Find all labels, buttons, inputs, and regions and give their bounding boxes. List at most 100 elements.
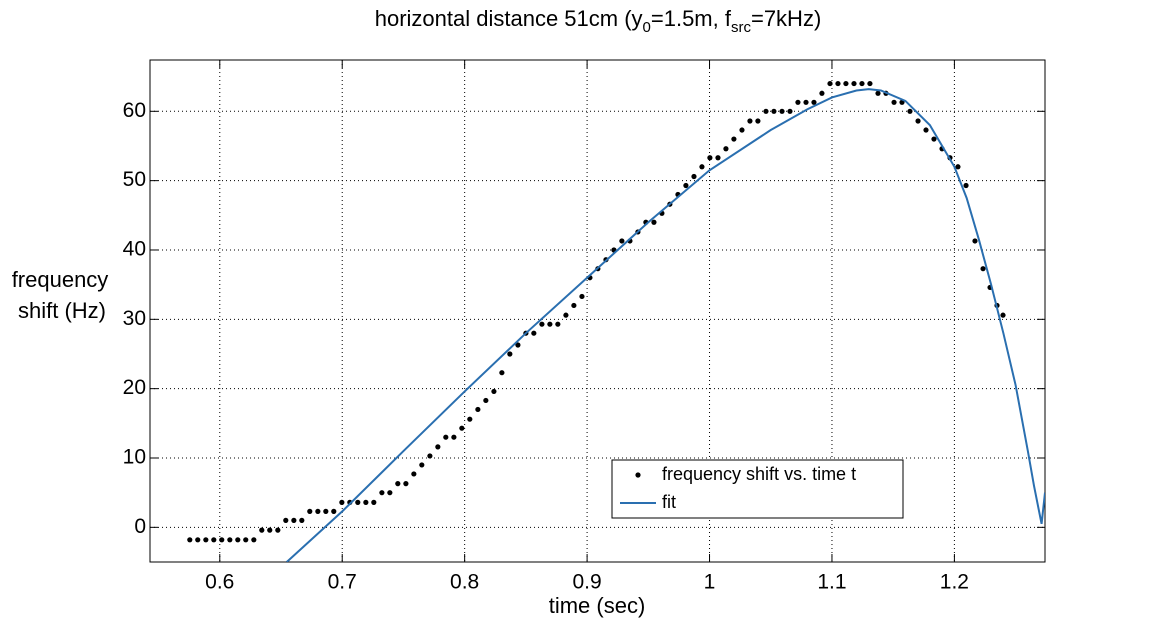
data-point: [955, 164, 961, 170]
data-point: [363, 499, 369, 505]
data-point: [891, 99, 897, 105]
data-point: [411, 471, 417, 477]
data-point: [651, 219, 657, 225]
data-point: [571, 302, 577, 309]
data-point: [787, 108, 793, 114]
legend-box: [611, 459, 904, 519]
data-point: [355, 499, 361, 505]
y-tick-label: 30: [123, 307, 146, 330]
data-point: [323, 508, 329, 514]
data-point: [251, 537, 257, 543]
data-point: [427, 453, 433, 459]
x-tick-label: 0.7: [328, 571, 357, 594]
data-point: [275, 527, 281, 533]
data-point: [219, 537, 225, 543]
data-point: [291, 517, 297, 523]
data-point: [259, 527, 265, 533]
data-point: [395, 481, 401, 487]
data-point: [747, 118, 753, 124]
data-point: [683, 182, 689, 189]
data-point: [715, 155, 721, 161]
data-point: [299, 517, 305, 523]
data-point: [267, 527, 273, 533]
data-point: [419, 462, 425, 468]
data-point: [843, 80, 849, 87]
data-point: [227, 537, 233, 543]
x-tick-label: 0.9: [572, 571, 601, 594]
data-point: [315, 508, 321, 514]
data-point: [771, 108, 777, 114]
data-point: [972, 238, 978, 244]
data-point: [283, 517, 289, 523]
title-part: =1.5m, f: [651, 6, 732, 31]
data-point: [491, 388, 497, 395]
data-point: [187, 537, 193, 543]
data-point: [803, 99, 809, 105]
data-point: [699, 164, 705, 170]
data-point: [563, 312, 569, 318]
data-point: [451, 434, 457, 440]
data-point: [483, 397, 489, 404]
data-point: [875, 90, 881, 96]
data-point: [1000, 312, 1006, 318]
title-part: =7kHz): [751, 6, 821, 31]
legend-swatch: [635, 472, 641, 478]
data-point: [531, 330, 537, 336]
data-point: [547, 321, 553, 327]
y-tick-label: 50: [123, 168, 146, 191]
data-point: [835, 80, 841, 87]
y-tick-label: 10: [123, 446, 146, 469]
data-point: [379, 490, 385, 496]
plot-area: [150, 60, 1045, 562]
data-point: [539, 321, 545, 327]
data-point: [579, 293, 585, 300]
chart-title: horizontal distance 51cm (y0=1.5m, fsrc=…: [375, 6, 822, 36]
data-point: [467, 416, 473, 422]
data-point: [731, 136, 737, 142]
data-point: [779, 108, 785, 114]
data-point: [387, 490, 393, 496]
y-tick-label: 0: [134, 515, 146, 538]
data-point: [739, 127, 745, 133]
data-point: [339, 499, 345, 505]
data-point: [507, 351, 513, 357]
data-point: [867, 80, 873, 87]
data-point: [859, 80, 865, 87]
data-point: [235, 537, 241, 543]
x-tick-label: 0.8: [450, 571, 479, 594]
data-point: [243, 537, 249, 543]
data-point: [555, 321, 561, 327]
title-subscript: 0: [643, 19, 651, 36]
data-point: [755, 118, 761, 124]
x-tick-label: 1.1: [817, 571, 846, 594]
data-point: [907, 108, 913, 114]
data-point: [371, 499, 377, 505]
data-point: [307, 508, 313, 514]
data-point: [211, 537, 217, 543]
data-point: [963, 182, 969, 189]
data-point: [795, 99, 801, 105]
data-point: [915, 118, 921, 124]
plot-layer: [187, 80, 1045, 562]
y-tick-label: 20: [123, 376, 146, 399]
data-point: [923, 127, 929, 133]
axes-box: [149, 59, 1046, 563]
y-tick-label: 60: [123, 99, 146, 122]
data-point: [980, 266, 986, 272]
x-tick-label: 1.2: [940, 571, 969, 594]
legend-label: fit: [662, 492, 676, 512]
legend-label: frequency shift vs. time t: [662, 464, 856, 484]
data-point: [827, 80, 833, 87]
data-point: [763, 108, 769, 114]
data-point: [499, 370, 505, 376]
x-tick-label: 1: [704, 571, 716, 594]
data-point: [691, 173, 697, 180]
data-point: [931, 136, 937, 142]
data-point: [475, 406, 481, 413]
title-subscript: src: [731, 19, 751, 36]
y-axis-label: frequency: [12, 267, 109, 292]
data-point: [619, 238, 625, 244]
data-point: [723, 146, 729, 152]
x-tick-label: 0.6: [205, 571, 234, 594]
